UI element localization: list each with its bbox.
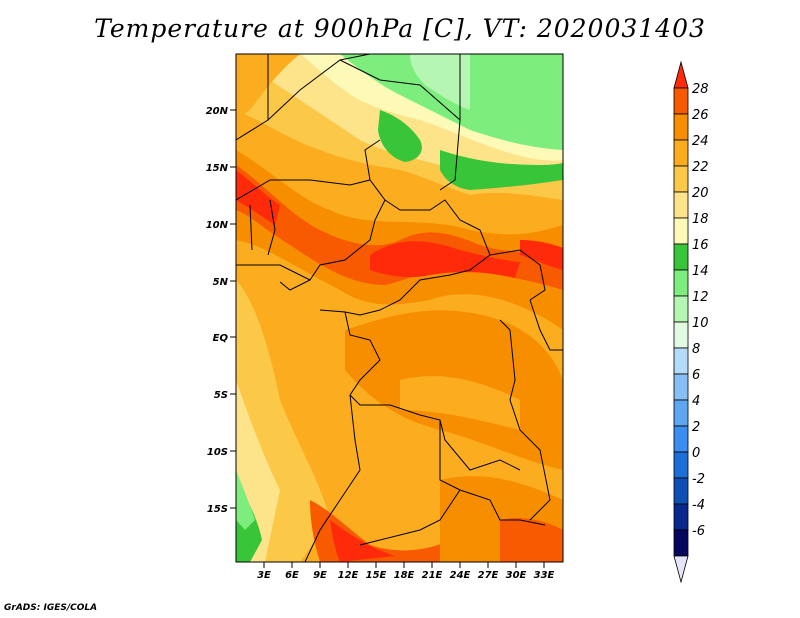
colorbar-label: 12 — [692, 290, 709, 305]
colorbar-swatch — [673, 347, 689, 375]
colorbar-swatch — [673, 477, 689, 505]
colorbar-swatch — [673, 113, 689, 141]
colorbar-swatch — [673, 217, 689, 245]
colorbar-swatch — [673, 321, 689, 349]
colorbar-label: 0 — [692, 446, 700, 461]
map-frame — [235, 53, 564, 563]
colorbar-swatch — [673, 191, 689, 219]
country-borders — [236, 54, 563, 562]
lat-tick-label: 20N — [206, 106, 229, 117]
lon-tick-label: 15E — [366, 570, 387, 581]
colorbar-swatch — [673, 451, 689, 479]
colorbar-swatch — [673, 269, 689, 297]
colorbar-label: -4 — [692, 498, 705, 513]
lon-tick-label: 24E — [450, 570, 471, 581]
colorbar-swatch — [673, 399, 689, 427]
colorbar-swatch — [673, 243, 689, 271]
lon-tick-label: 30E — [506, 570, 527, 581]
lat-tick-label: 5N — [213, 277, 229, 288]
lon-tick-label: 18E — [394, 570, 415, 581]
colorbar-label: 8 — [692, 342, 700, 357]
grads-credit: GrADS: IGES/COLA — [4, 603, 98, 613]
colorbar-swatch — [673, 295, 689, 323]
lon-tick-label: 27E — [478, 570, 499, 581]
colorbar-label: 22 — [692, 160, 709, 175]
lat-axis: 20N 15N 10N 5N EQ 5S 10S 15S — [206, 106, 236, 515]
colorbar-label: -6 — [692, 524, 705, 539]
colorbar-label: 2 — [692, 420, 700, 435]
lat-tick-label: 15N — [206, 163, 229, 174]
colorbar-label: -2 — [692, 472, 705, 487]
colorbar-label: 28 — [692, 82, 709, 97]
colorbar-swatch — [673, 425, 689, 453]
lon-tick-label: 6E — [285, 570, 299, 581]
colorbar-label: 4 — [692, 394, 700, 409]
lon-tick-label: 12E — [338, 570, 359, 581]
colorbar-label: 18 — [692, 212, 709, 227]
lat-tick-label: 10S — [207, 447, 228, 458]
temperature-field — [236, 54, 563, 562]
lat-tick-label: 5S — [214, 390, 228, 401]
colorbar-swatch — [673, 87, 689, 115]
lon-tick-label: 9E — [313, 570, 327, 581]
colorbar-label: 16 — [692, 238, 709, 253]
lon-tick-label: 3E — [257, 570, 271, 581]
colorbar-max-arrow — [673, 60, 689, 89]
colorbar-swatch — [673, 503, 689, 531]
colorbar-min-arrow — [673, 555, 689, 584]
colorbar-label: 26 — [692, 108, 709, 123]
colorbar-swatch — [673, 165, 689, 193]
colorbar-swatch — [673, 139, 689, 167]
lat-tick-label: 10N — [206, 220, 229, 231]
colorbar-label: 6 — [692, 368, 700, 383]
colorbar-label: 20 — [692, 186, 709, 201]
colorbar-swatch — [673, 373, 689, 401]
colorbar-label: 24 — [692, 134, 709, 149]
colorbar-label: 14 — [692, 264, 709, 279]
lon-tick-label: 21E — [422, 570, 443, 581]
lat-tick-label: EQ — [213, 333, 229, 344]
colorbar-swatch — [673, 529, 689, 557]
lat-tick-label: 15S — [207, 504, 228, 515]
lon-tick-label: 33E — [534, 570, 555, 581]
map-title: Temperature at 900hPa [C], VT: 202003140… — [94, 14, 706, 43]
colorbar-label: 10 — [692, 316, 709, 331]
lon-axis: 3E 6E 9E 12E 15E 18E 21E 24E 27E 30E 33E — [257, 562, 555, 581]
